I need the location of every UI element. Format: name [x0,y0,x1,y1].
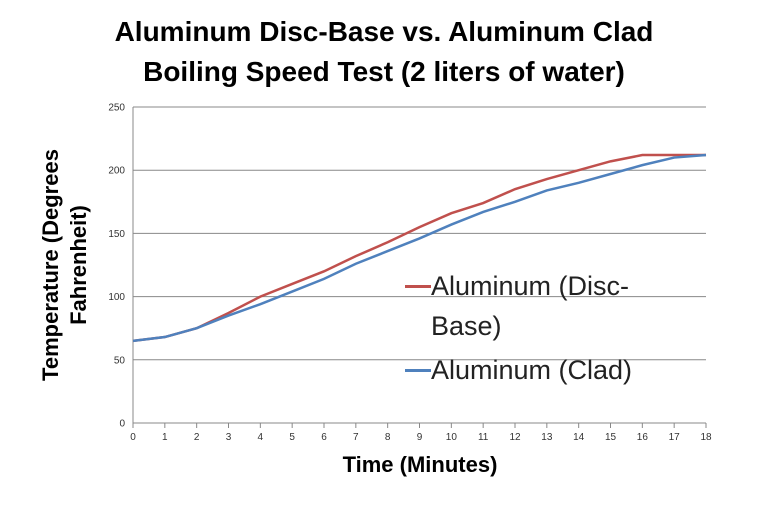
x-tick-label: 12 [509,432,521,443]
x-tick-label: 4 [258,432,264,443]
x-tick-label: 3 [226,432,232,443]
x-tick-label: 5 [289,432,295,443]
x-tick-label: 7 [353,432,359,443]
y-tick-label: 200 [108,166,125,177]
x-tick-label: 9 [417,432,423,443]
x-tick-label: 6 [321,432,327,443]
y-tick-label: 50 [114,355,126,366]
x-tick-label: 11 [478,432,489,443]
y-tick-label: 250 [108,103,125,114]
series-line [132,153,707,343]
legend-label: Aluminum (Disc-Base) [431,271,630,341]
series-line [132,153,706,343]
legend-swatch [405,285,431,288]
x-tick-label: 18 [700,432,712,443]
x-axis-label: Time (Minutes) [342,452,498,477]
x-tick-label: 2 [194,432,200,443]
x-tick-label: 15 [605,432,617,443]
legend-item: Aluminum (Clad) [405,350,685,390]
x-tick-label: 17 [669,432,681,443]
x-tick-label: 8 [385,432,391,443]
legend-item: Aluminum (Disc-Base) [405,266,685,346]
x-tick-label: 14 [573,432,585,443]
y-tick-label: 0 [119,419,125,430]
x-tick-label: 1 [162,432,168,443]
x-tick-label: 13 [541,432,553,443]
legend-label: Aluminum (Clad) [431,355,633,385]
legend-swatch [405,369,431,372]
x-tick-label: 0 [130,432,136,443]
y-tick-label: 100 [108,292,125,303]
y-tick-label: 150 [108,229,125,240]
x-tick-label: 16 [637,432,649,443]
x-tick-label: 10 [446,432,458,443]
chart-title: Aluminum Disc-Base vs. Aluminum Clad Boi… [114,16,654,87]
legend: Aluminum (Disc-Base) Aluminum (Clad) [405,266,685,394]
